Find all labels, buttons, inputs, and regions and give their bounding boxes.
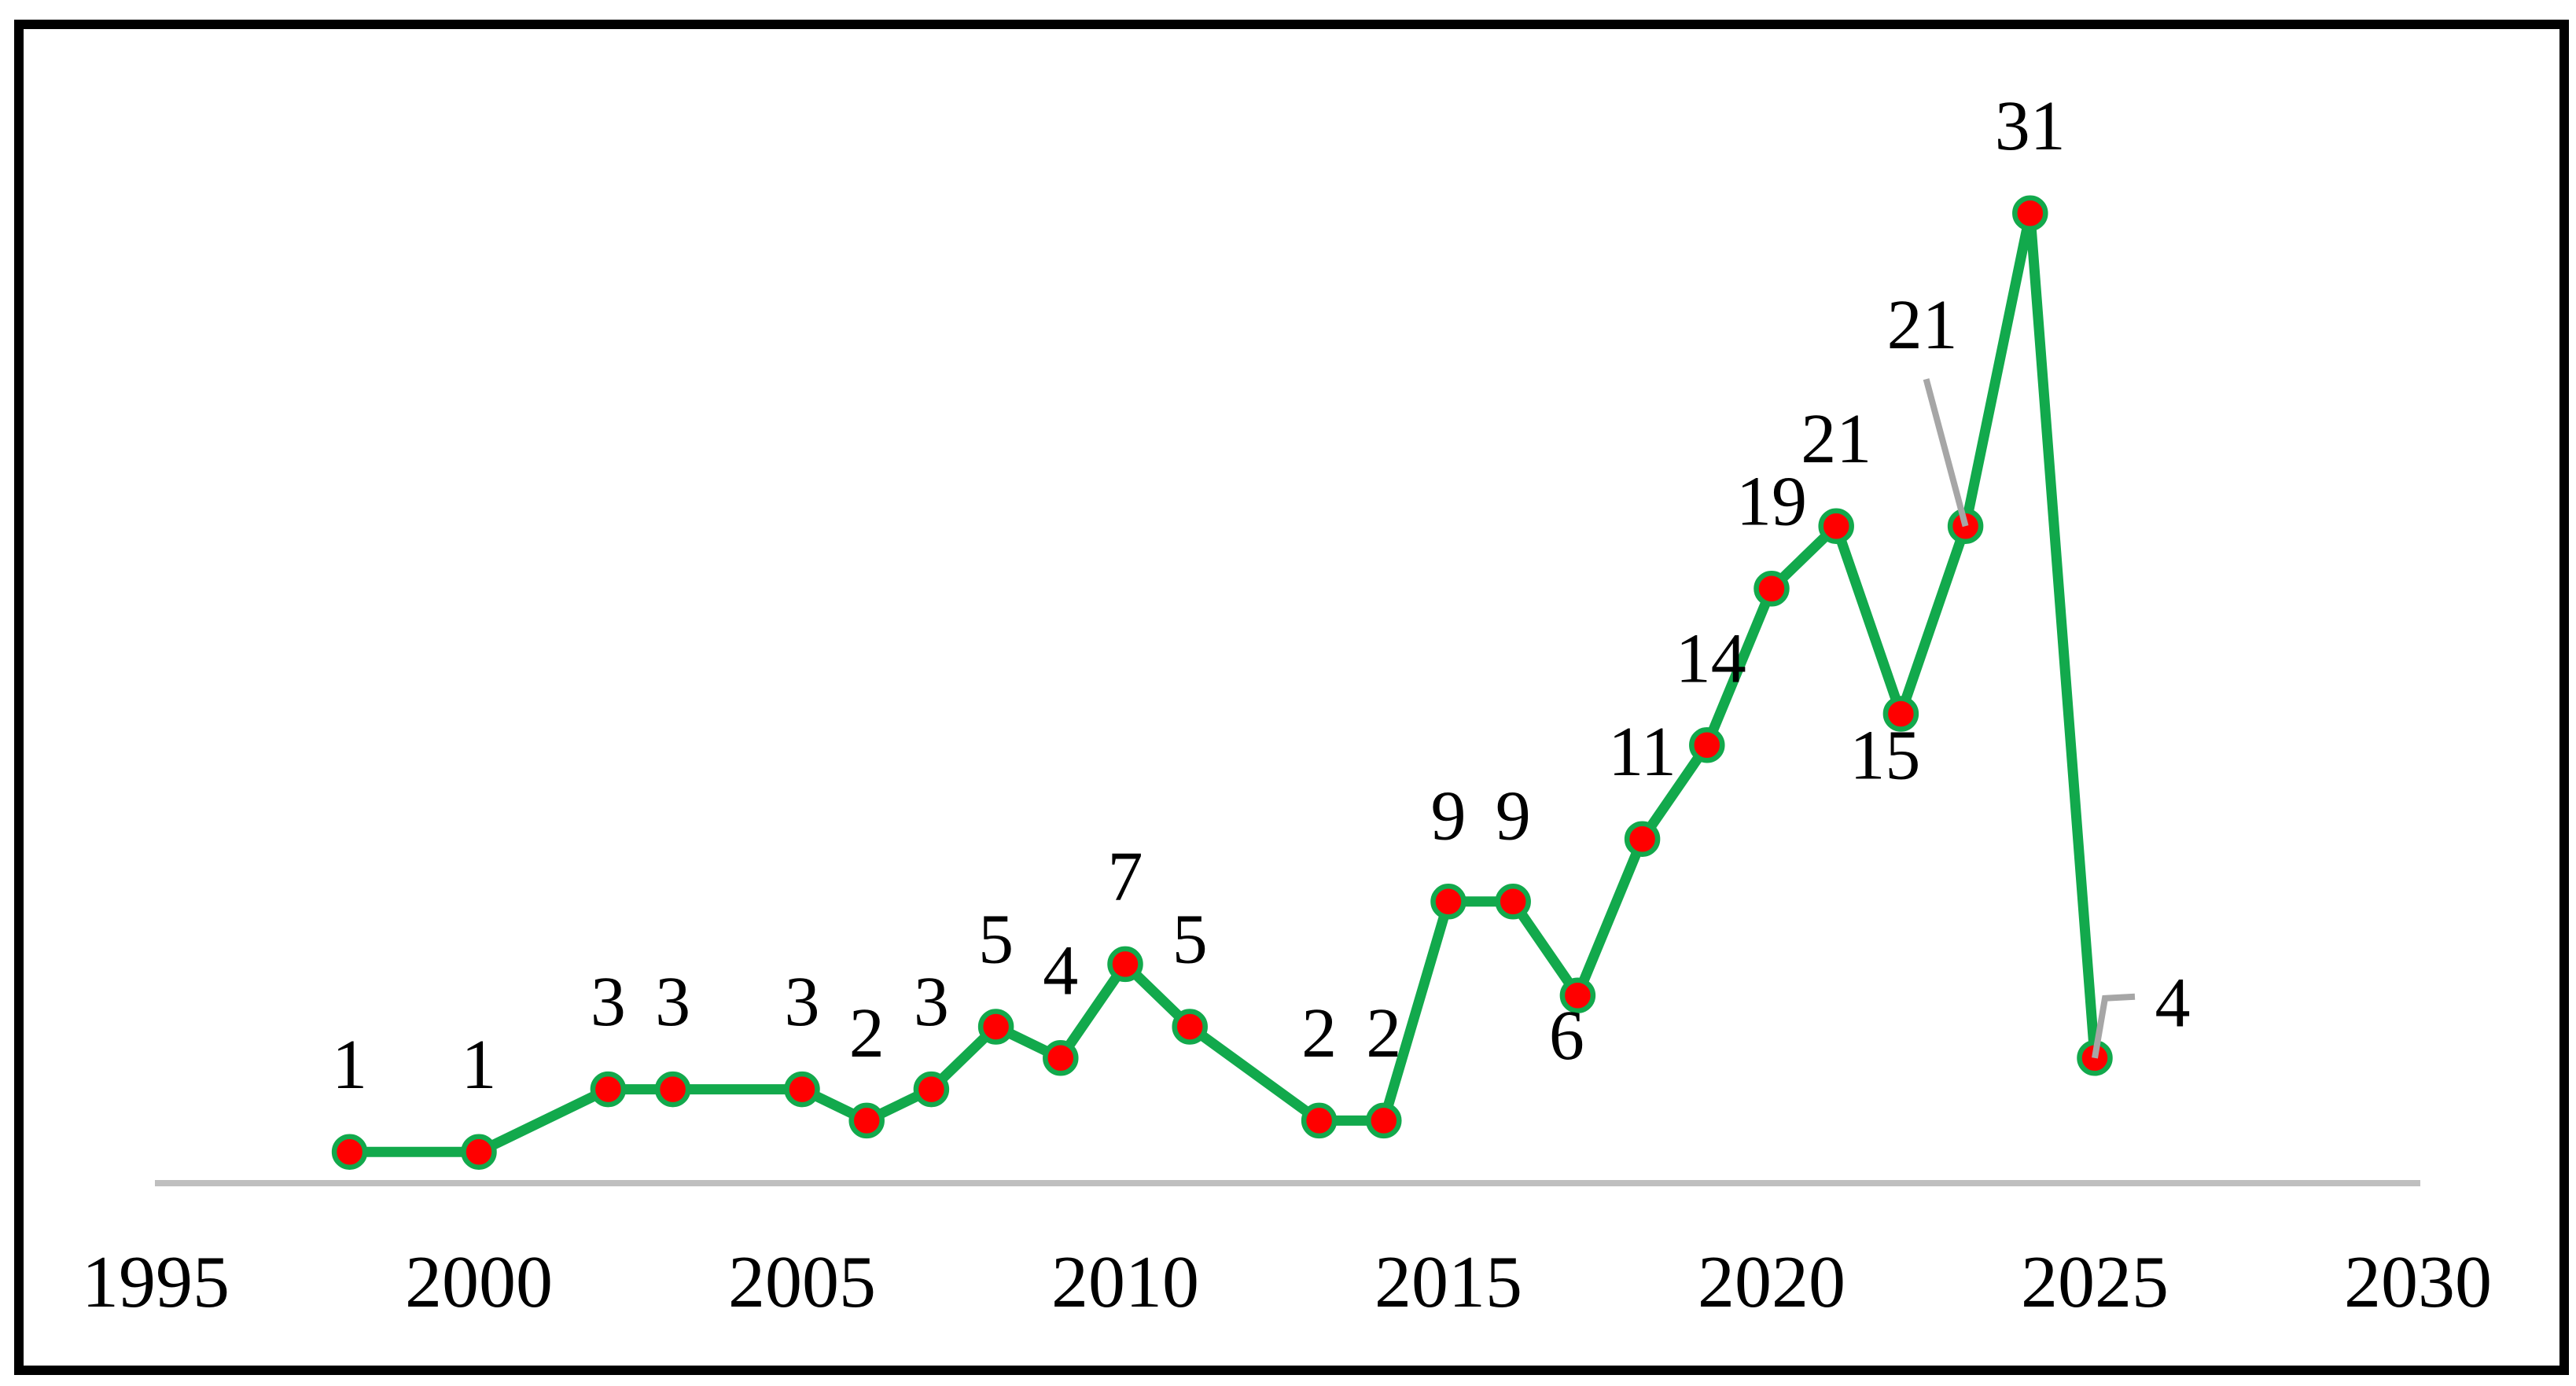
data-point-2017 bbox=[1559, 977, 1596, 1013]
data-label-2023: 21 bbox=[1887, 286, 1958, 364]
x-tick-2015: 2015 bbox=[1374, 1241, 1522, 1323]
data-point-2008 bbox=[977, 1009, 1014, 1045]
leader-line-2025 bbox=[2092, 993, 2136, 1059]
data-label-2008: 5 bbox=[978, 901, 1014, 979]
data-label-2024: 31 bbox=[1995, 87, 2066, 165]
data-point-2024 bbox=[2012, 195, 2048, 231]
data-label-2025: 4 bbox=[2155, 964, 2191, 1042]
data-point-2014 bbox=[1366, 1102, 1402, 1139]
leader-line-2023 bbox=[1923, 378, 1969, 528]
data-label-2022: 15 bbox=[1849, 717, 1920, 795]
data-label-2005: 3 bbox=[785, 963, 820, 1041]
data-label-2015: 9 bbox=[1431, 777, 1466, 855]
x-tick-1995: 1995 bbox=[82, 1241, 230, 1323]
data-label-1998: 1 bbox=[332, 1026, 367, 1104]
data-label-2019: 14 bbox=[1676, 619, 1746, 697]
data-label-2007: 3 bbox=[914, 963, 949, 1041]
data-label-2017: 6 bbox=[1549, 997, 1584, 1075]
data-point-2016 bbox=[1495, 884, 1531, 920]
x-tick-2030: 2030 bbox=[2344, 1241, 2492, 1323]
data-label-2003: 3 bbox=[655, 963, 690, 1041]
data-point-2005 bbox=[784, 1071, 820, 1108]
data-point-2002 bbox=[590, 1071, 627, 1108]
data-point-2013 bbox=[1301, 1102, 1338, 1139]
data-point-2009 bbox=[1043, 1040, 1079, 1076]
data-point-2021 bbox=[1818, 508, 1854, 544]
chart-border bbox=[14, 20, 2569, 1375]
data-label-2016: 9 bbox=[1496, 777, 1531, 855]
series-line bbox=[344, 208, 2100, 1157]
data-label-2020: 19 bbox=[1736, 462, 1807, 540]
data-point-2020 bbox=[1754, 571, 1790, 607]
x-tick-2025: 2025 bbox=[2021, 1241, 2169, 1323]
data-label-2018: 11 bbox=[1608, 713, 1676, 791]
data-point-2007 bbox=[913, 1071, 950, 1108]
data-point-2015 bbox=[1430, 884, 1466, 920]
data-label-2010: 7 bbox=[1108, 838, 1143, 916]
data-point-1998 bbox=[331, 1134, 368, 1170]
data-label-2013: 2 bbox=[1301, 994, 1337, 1072]
data-label-2014: 2 bbox=[1366, 994, 1401, 1072]
data-label-2006: 2 bbox=[849, 994, 885, 1072]
data-point-2019 bbox=[1689, 727, 1725, 763]
data-point-2000 bbox=[461, 1134, 497, 1170]
x-tick-2010: 2010 bbox=[1051, 1241, 1199, 1323]
x-tick-2005: 2005 bbox=[728, 1241, 876, 1323]
data-label-2021: 21 bbox=[1801, 400, 1871, 478]
data-label-2011: 5 bbox=[1172, 901, 1208, 979]
data-label-2002: 3 bbox=[591, 963, 626, 1041]
data-label-2009: 4 bbox=[1043, 932, 1078, 1009]
data-point-2010 bbox=[1107, 946, 1143, 983]
data-point-2011 bbox=[1172, 1009, 1208, 1045]
data-point-2006 bbox=[848, 1102, 885, 1139]
data-point-2018 bbox=[1624, 821, 1661, 857]
data-point-2022 bbox=[1882, 696, 1919, 732]
data-point-2003 bbox=[654, 1071, 691, 1108]
x-tick-2000: 2000 bbox=[405, 1241, 553, 1323]
data-label-2000: 1 bbox=[462, 1026, 497, 1104]
x-tick-2020: 2020 bbox=[1698, 1241, 1846, 1323]
